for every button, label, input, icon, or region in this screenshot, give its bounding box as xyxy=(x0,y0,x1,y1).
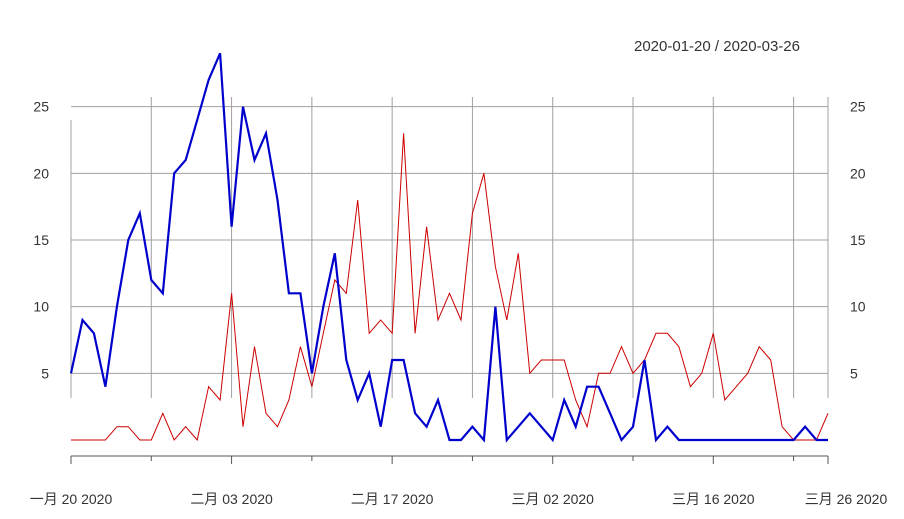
y-tick-label-right: 20 xyxy=(850,165,866,181)
x-tick-label: 二月 17 2020 xyxy=(351,491,434,507)
x-tick-label: 二月 03 2020 xyxy=(190,491,273,507)
y-axis-right: 5 10 15 20 25 xyxy=(850,99,866,382)
x-axis: 一月 20 2020 二月 03 2020 二月 17 2020 三月 02 2020… xyxy=(30,455,888,507)
y-tick-label-right: 10 xyxy=(850,299,866,315)
y-tick-label-left: 25 xyxy=(33,99,49,115)
y-tick-label-left: 15 xyxy=(33,232,49,248)
series-line-1 xyxy=(71,133,829,442)
series-group xyxy=(69,52,829,443)
y-tick-label-left: 10 xyxy=(33,299,49,315)
x-tick-label: 三月 26 2020 xyxy=(805,491,888,507)
y-tick-label-left: 20 xyxy=(33,165,49,181)
x-tick-label: 一月 20 2020 xyxy=(30,491,113,507)
y-tick-label-right: 25 xyxy=(850,99,866,115)
y-tick-label-right: 5 xyxy=(850,365,858,381)
y-axis-left: 5 10 15 20 25 xyxy=(33,99,49,382)
x-tick-label: 三月 16 2020 xyxy=(672,491,755,507)
x-tick-label: 三月 02 2020 xyxy=(511,491,594,507)
y-tick-label-left: 5 xyxy=(41,365,49,381)
y-tick-label-right: 15 xyxy=(850,232,866,248)
series-line-0 xyxy=(69,52,828,443)
date-range-label: 2020-01-20 / 2020-03-26 xyxy=(634,38,800,55)
grid xyxy=(70,97,829,398)
